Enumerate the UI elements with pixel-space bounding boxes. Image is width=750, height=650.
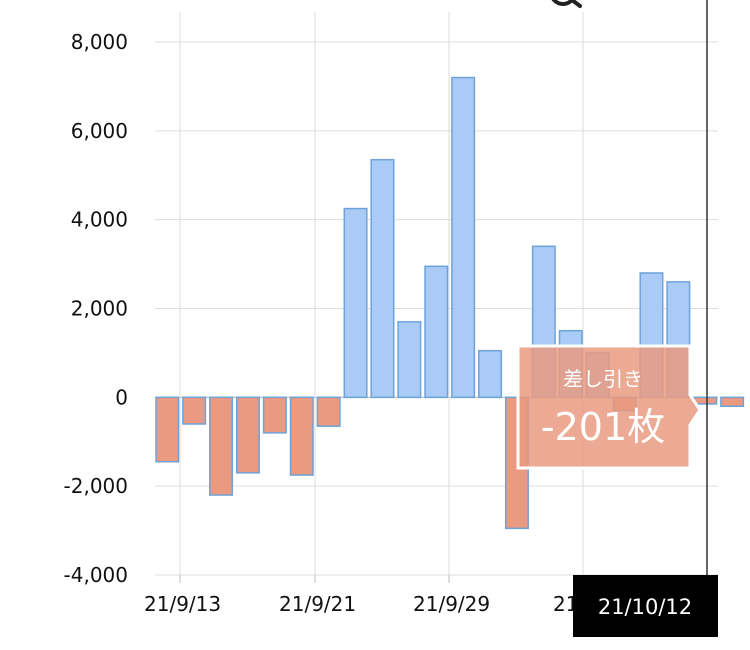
- y-tick-label: 0: [115, 385, 128, 409]
- bar[interactable]: [182, 396, 207, 425]
- bar[interactable]: [424, 265, 449, 399]
- bar[interactable]: [343, 207, 368, 399]
- x-axis-ticks: 21/9/13 21/9/21 21/9/29 21/: [144, 592, 585, 616]
- y-tick-label: 6,000: [71, 119, 128, 143]
- x-tick-label: 21/9/21: [279, 592, 356, 616]
- search-icon[interactable]: [551, 0, 582, 8]
- bar[interactable]: [155, 396, 180, 463]
- tooltip-title: 差し引き: [563, 367, 643, 391]
- bar[interactable]: [262, 396, 287, 434]
- crosshair-x-label-text: 21/10/12: [598, 595, 692, 619]
- tooltip-value: -201枚: [541, 405, 665, 449]
- x-tick-label: 21/9/29: [413, 592, 490, 616]
- bar[interactable]: [720, 396, 745, 408]
- y-tick-label: 4,000: [71, 208, 128, 232]
- y-tick-label: 2,000: [71, 297, 128, 321]
- y-axis-ticks: 8,000 6,000 4,000 2,000 0 -2,000 -4,000: [64, 30, 128, 587]
- y-tick-label: -4,000: [64, 563, 128, 587]
- tooltip: 差し引き -201枚: [516, 344, 702, 470]
- crosshair-x-label: 21/10/12: [573, 575, 718, 637]
- bar[interactable]: [235, 396, 260, 474]
- bar[interactable]: [289, 396, 314, 476]
- bar[interactable]: [397, 321, 422, 399]
- bar[interactable]: [209, 396, 234, 496]
- bar[interactable]: [451, 76, 476, 399]
- bar[interactable]: [478, 349, 503, 399]
- bar[interactable]: [370, 158, 395, 399]
- bar[interactable]: [316, 396, 341, 427]
- x-tick-label: 21/9/13: [144, 592, 221, 616]
- bar[interactable]: [693, 396, 718, 405]
- y-tick-label: -2,000: [64, 474, 128, 498]
- y-tick-label: 8,000: [71, 30, 128, 54]
